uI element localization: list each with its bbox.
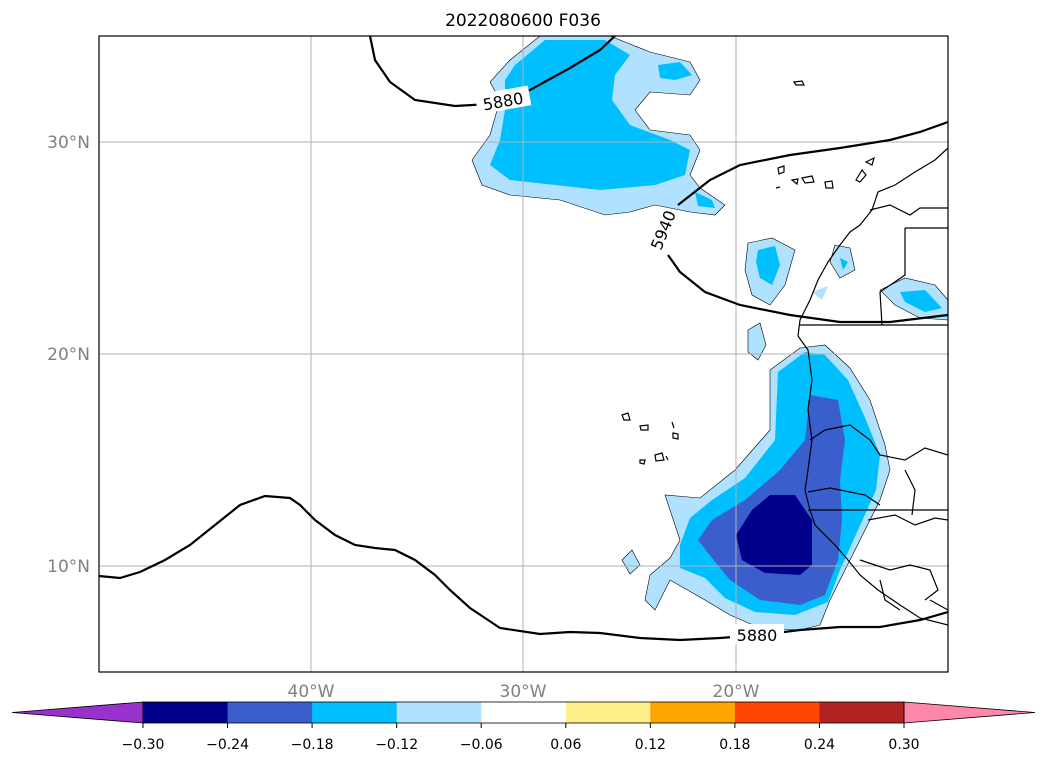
colorbar-under-extension	[11, 701, 144, 724]
colorbar-tick-label: 0.12	[635, 737, 666, 753]
shaded-field	[471, 36, 948, 631]
lon-tick-40w: 40°W	[288, 682, 335, 702]
colorbar-bin	[227, 702, 313, 723]
contour-label-5880-south: 5880	[737, 626, 778, 645]
lon-tick-30w: 30°W	[500, 682, 547, 702]
colorbar: −0.30 −0.24 −0.18 −0.12 −0.06 0.06 0.12 0.18 0.2…	[11, 701, 1036, 753]
colorbar-over-extension	[903, 701, 1036, 724]
colorbar-bin	[312, 702, 398, 723]
colorbar-tick-label: 0.24	[804, 737, 835, 753]
colorbar-tick-label: −0.12	[375, 737, 418, 753]
contour-5940	[677, 120, 948, 206]
colorbar-bin	[565, 702, 651, 723]
colorbar-tick-label: −0.24	[206, 737, 249, 753]
map-panel: 5880 5940 5880 40°W 30°W 20°W 30°N 20°N …	[47, 35, 949, 702]
colorbar-bin	[819, 702, 905, 723]
lat-tick-30n: 30°N	[47, 133, 90, 153]
graticule	[99, 36, 948, 672]
colorbar-tick-label: 0.30	[888, 737, 919, 753]
shade-south-darkest	[736, 495, 812, 575]
contour-5940-lower	[667, 254, 948, 324]
colorbar-tick-label: −0.30	[122, 737, 165, 753]
colorbar-bin	[734, 702, 820, 723]
coastlines	[621, 80, 948, 626]
colorbar-bin	[650, 702, 736, 723]
colorbar-tick-label: 0.06	[550, 737, 581, 753]
shade-north-mid	[490, 40, 690, 190]
colorbar-bin	[481, 702, 567, 723]
colorbar-tick-label: −0.06	[460, 737, 503, 753]
colorbar-frame	[142, 701, 905, 724]
lon-tick-20w: 20°W	[713, 682, 760, 702]
colorbar-tick-label: −0.18	[291, 737, 334, 753]
map-frame	[98, 35, 949, 673]
lat-tick-10n: 10°N	[47, 557, 90, 577]
figure-title: 2022080600 F036	[445, 11, 601, 31]
colorbar-tick-label: 0.18	[719, 737, 750, 753]
colorbar-bin	[143, 702, 229, 723]
lat-tick-20n: 20°N	[47, 345, 90, 365]
colorbar-bin	[396, 702, 482, 723]
contour-5880-north	[368, 36, 616, 108]
